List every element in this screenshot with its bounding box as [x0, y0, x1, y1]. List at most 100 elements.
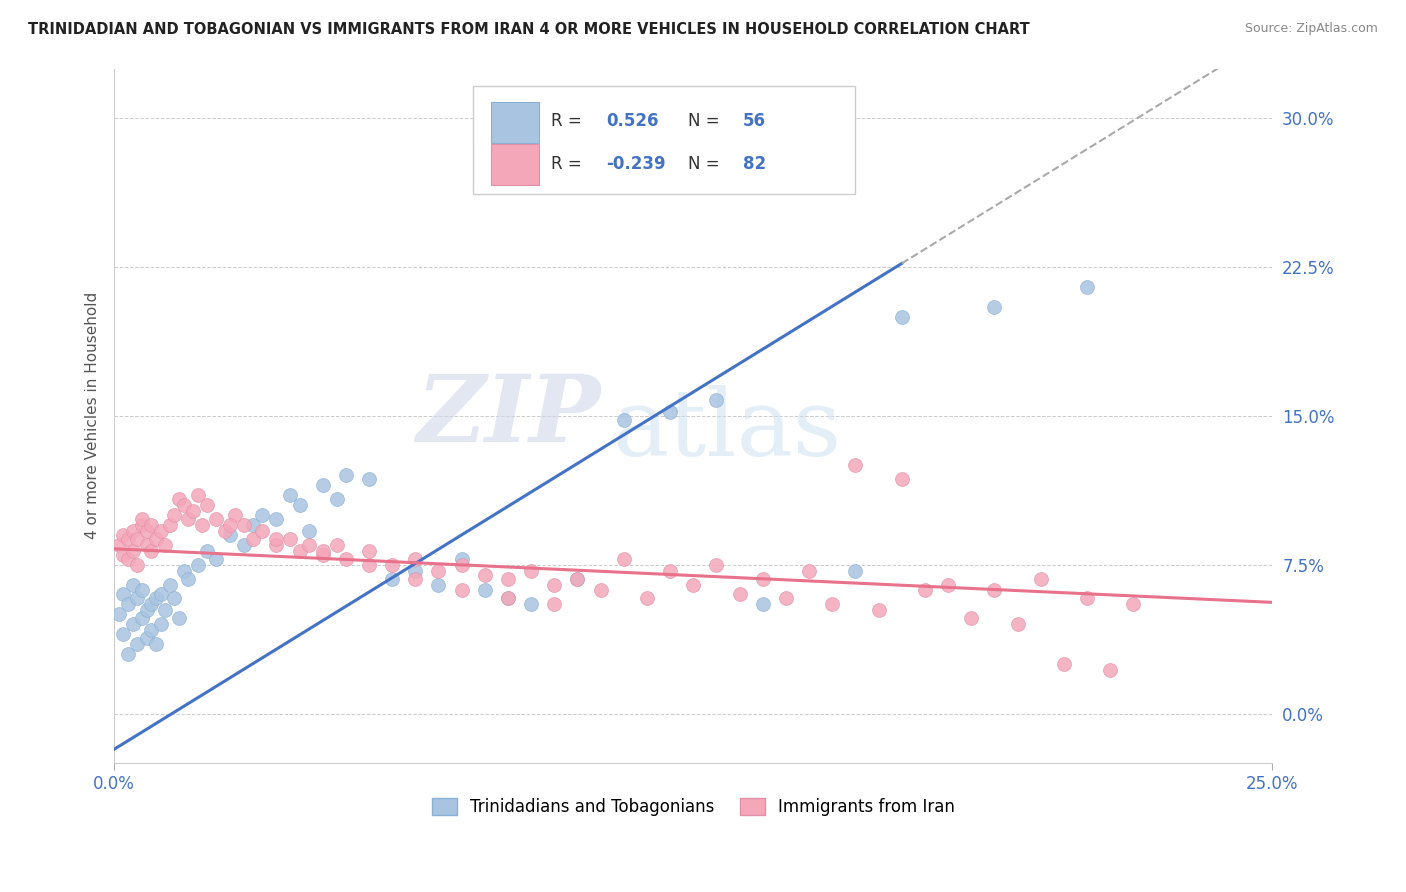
Point [266, 532, 288, 546]
Point [167, 611, 190, 625]
Point [325, 492, 347, 507]
Point [890, 472, 912, 486]
Point [357, 558, 380, 572]
Point [108, 538, 131, 552]
Point [131, 512, 153, 526]
Point [112, 528, 135, 542]
Point [163, 591, 186, 606]
Point [135, 538, 157, 552]
Text: 82: 82 [744, 155, 766, 173]
Point [163, 508, 186, 522]
Point [427, 577, 450, 591]
Point [149, 524, 172, 538]
Point [520, 564, 543, 578]
Point [205, 512, 228, 526]
FancyBboxPatch shape [491, 102, 540, 143]
Text: atlas: atlas [612, 384, 841, 475]
Point [706, 558, 728, 572]
Point [141, 623, 163, 637]
Point [112, 548, 135, 562]
Point [752, 598, 775, 612]
Text: N =: N = [688, 155, 724, 173]
Point [960, 611, 983, 625]
Point [936, 577, 959, 591]
Point [298, 524, 321, 538]
Point [311, 548, 333, 562]
Point [983, 583, 1005, 598]
Text: 0.526: 0.526 [606, 112, 659, 129]
Text: -0.239: -0.239 [606, 155, 666, 173]
Point [983, 300, 1005, 314]
Point [543, 577, 565, 591]
Point [659, 564, 682, 578]
Point [131, 518, 153, 533]
Point [177, 512, 200, 526]
Point [357, 472, 380, 486]
Point [752, 572, 775, 586]
Point [141, 518, 163, 533]
Point [195, 543, 218, 558]
Point [381, 558, 404, 572]
Point [868, 603, 890, 617]
Point [357, 543, 380, 558]
Point [567, 572, 589, 586]
Point [117, 598, 139, 612]
Point [496, 591, 519, 606]
Point [187, 558, 209, 572]
Point [145, 532, 167, 546]
Point [659, 405, 682, 419]
Point [219, 528, 242, 542]
Point [112, 627, 135, 641]
Point [474, 567, 496, 582]
Text: 56: 56 [744, 112, 766, 129]
Point [195, 498, 218, 512]
Point [496, 591, 519, 606]
FancyBboxPatch shape [491, 144, 540, 185]
Point [135, 524, 157, 538]
Point [149, 587, 172, 601]
Point [914, 583, 936, 598]
Point [135, 603, 157, 617]
Point [131, 611, 153, 625]
Point [205, 551, 228, 566]
Point [1076, 280, 1098, 294]
Point [117, 532, 139, 546]
Point [177, 572, 200, 586]
Point [121, 617, 143, 632]
Point [127, 591, 149, 606]
Point [613, 551, 636, 566]
Point [821, 598, 844, 612]
Text: R =: R = [551, 155, 586, 173]
Point [589, 583, 612, 598]
Point [141, 543, 163, 558]
Point [890, 310, 912, 324]
Point [173, 564, 195, 578]
Point [117, 647, 139, 661]
Point [224, 508, 246, 522]
Point [214, 524, 236, 538]
Point [728, 587, 751, 601]
Point [427, 564, 450, 578]
Point [145, 591, 167, 606]
Point [381, 572, 404, 586]
Point [232, 538, 254, 552]
Point [335, 468, 357, 483]
Point [121, 577, 143, 591]
Point [567, 572, 589, 586]
Point [121, 543, 143, 558]
Point [159, 577, 181, 591]
Point [135, 631, 157, 645]
Point [131, 583, 153, 598]
Point [450, 583, 472, 598]
Legend: Trinidadians and Tobagonians, Immigrants from Iran: Trinidadians and Tobagonians, Immigrants… [423, 789, 963, 824]
Point [278, 532, 301, 546]
Text: R =: R = [551, 112, 586, 129]
Text: TRINIDADIAN AND TOBAGONIAN VS IMMIGRANTS FROM IRAN 4 OR MORE VEHICLES IN HOUSEHO: TRINIDADIAN AND TOBAGONIAN VS IMMIGRANTS… [28, 22, 1029, 37]
Point [149, 617, 172, 632]
Point [844, 458, 866, 473]
FancyBboxPatch shape [474, 86, 855, 194]
Point [191, 518, 214, 533]
Point [121, 524, 143, 538]
Point [636, 591, 658, 606]
Point [311, 478, 333, 492]
